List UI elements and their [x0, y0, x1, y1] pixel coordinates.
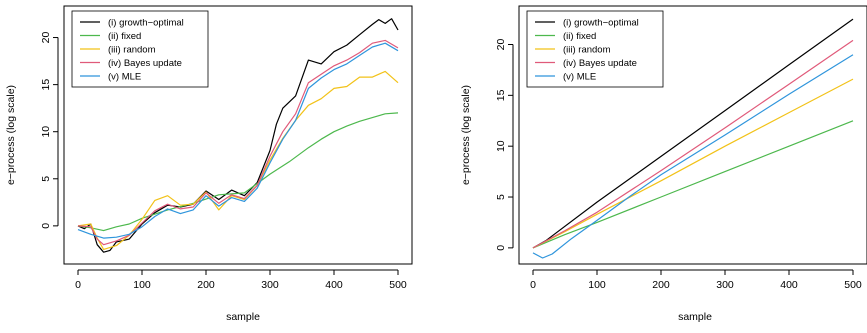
- y-tick-label: 15: [40, 79, 52, 91]
- y-tick-label: 10: [40, 126, 52, 138]
- x-tick-label: 0: [75, 279, 81, 291]
- y-axis-title: e−process (log scale): [460, 85, 472, 185]
- series-line-4: [77, 39, 399, 246]
- x-axis-title: sample: [226, 311, 260, 323]
- plot-frame: [518, 5, 867, 265]
- legend-label-3: (iii) random: [108, 45, 156, 56]
- series-line-5: [532, 54, 854, 259]
- legend-label-1: (i) growth−optimal: [563, 18, 639, 29]
- legend-label-3: (iii) random: [563, 45, 611, 56]
- y-tick-label: 20: [495, 39, 507, 51]
- series-line-2: [77, 112, 399, 232]
- x-tick-label: 200: [652, 279, 670, 291]
- legend-label-1: (i) growth−optimal: [108, 18, 184, 29]
- legend-label-2: (ii) fixed: [108, 31, 141, 42]
- x-tick-label: 400: [780, 279, 798, 291]
- y-axis-title: e−process (log scale): [5, 85, 17, 185]
- series-line-3: [532, 78, 854, 249]
- x-tick-label: 200: [197, 279, 215, 291]
- legend: (i) growth−optimal (ii) fixed (iii) random…: [71, 10, 209, 88]
- y-tick-label: 0: [495, 245, 507, 251]
- x-tick-label: 500: [389, 279, 407, 291]
- series-lines: [77, 18, 399, 253]
- series-line-5: [77, 42, 399, 239]
- legend: (i) growth−optimal (ii) fixed (iii) random…: [526, 10, 664, 88]
- left-chart-panel: 0 100 200 300 400 500 0 5 10 15 20 sample e−process …: [5, 5, 413, 323]
- x-axis-title: sample: [678, 311, 712, 323]
- x-tick-label: 300: [261, 279, 279, 291]
- legend-label-4: (iv) Bayes update: [108, 58, 182, 69]
- y-tick-label: 10: [495, 140, 507, 152]
- right-chart-panel: 0 100 200 300 400 500 0 5 10 15 20 sample e−process …: [460, 5, 867, 323]
- legend-label-5: (v) MLE: [108, 72, 141, 83]
- plot-frame: [63, 5, 413, 265]
- y-tick-label: 0: [40, 223, 52, 229]
- legend-label-4: (iv) Bayes update: [563, 58, 637, 69]
- legend-label-2: (ii) fixed: [563, 31, 596, 42]
- series-lines: [532, 18, 854, 259]
- series-line-2: [532, 120, 854, 249]
- y-tick-label: 20: [40, 32, 52, 44]
- legend-label-5: (v) MLE: [563, 72, 596, 83]
- x-tick-label: 0: [530, 279, 536, 291]
- x-tick-label: 300: [716, 279, 734, 291]
- y-tick-label: 5: [40, 176, 52, 182]
- series-line-3: [77, 70, 399, 250]
- y-tick-label: 5: [495, 194, 507, 200]
- x-tick-label: 400: [325, 279, 343, 291]
- x-tick-label: 500: [844, 279, 862, 291]
- x-tick-label: 100: [588, 279, 606, 291]
- series-line-4: [532, 39, 854, 249]
- x-tick-label: 100: [133, 279, 151, 291]
- y-tick-label: 15: [495, 89, 507, 101]
